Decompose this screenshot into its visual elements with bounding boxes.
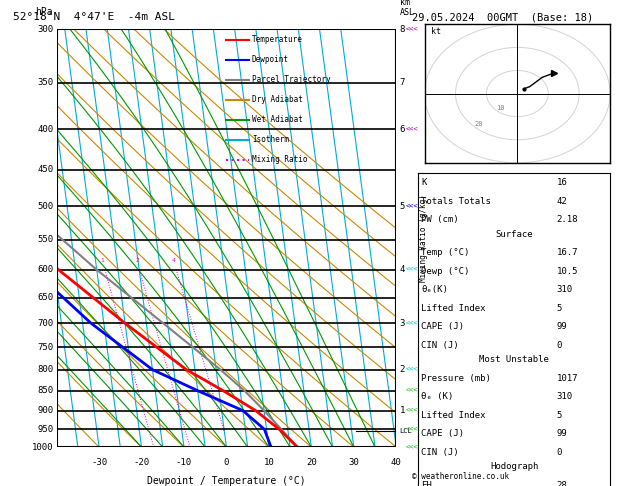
Text: 1017: 1017 bbox=[557, 374, 578, 383]
Text: Wet Adiabat: Wet Adiabat bbox=[252, 115, 303, 124]
Text: Totals Totals: Totals Totals bbox=[421, 196, 491, 206]
Text: <<<: <<< bbox=[406, 426, 418, 433]
Text: 450: 450 bbox=[37, 165, 53, 174]
Text: 850: 850 bbox=[37, 386, 53, 395]
Text: θₑ(K): θₑ(K) bbox=[421, 285, 448, 294]
Text: 2: 2 bbox=[135, 259, 139, 263]
Text: 350: 350 bbox=[37, 78, 53, 87]
Text: Isotherm: Isotherm bbox=[252, 136, 289, 144]
Text: 1: 1 bbox=[101, 259, 104, 263]
Text: 4: 4 bbox=[172, 259, 175, 263]
Text: Parcel Trajectory: Parcel Trajectory bbox=[252, 75, 331, 84]
Text: 99: 99 bbox=[557, 322, 567, 331]
Text: hPa: hPa bbox=[36, 7, 53, 17]
Text: 500: 500 bbox=[37, 202, 53, 211]
Text: 0: 0 bbox=[557, 448, 562, 457]
Text: CAPE (J): CAPE (J) bbox=[421, 429, 464, 438]
Text: <<<: <<< bbox=[406, 267, 418, 273]
Text: Mixing Ratio: Mixing Ratio bbox=[252, 156, 308, 164]
Text: 42: 42 bbox=[557, 196, 567, 206]
Text: 310: 310 bbox=[557, 285, 572, 294]
Text: <<<: <<< bbox=[406, 126, 418, 132]
Text: 800: 800 bbox=[37, 365, 53, 374]
Text: Surface: Surface bbox=[496, 230, 533, 239]
Text: 10: 10 bbox=[496, 104, 504, 111]
Text: CIN (J): CIN (J) bbox=[421, 448, 459, 457]
Text: Most Unstable: Most Unstable bbox=[479, 355, 549, 364]
Text: Lifted Index: Lifted Index bbox=[421, 304, 486, 312]
Text: kt: kt bbox=[431, 27, 441, 35]
Text: Dry Adiabat: Dry Adiabat bbox=[252, 95, 303, 104]
Text: <<<: <<< bbox=[406, 26, 418, 32]
Text: 29.05.2024  00GMT  (Base: 18): 29.05.2024 00GMT (Base: 18) bbox=[412, 12, 593, 22]
Text: 400: 400 bbox=[37, 124, 53, 134]
Text: 1000: 1000 bbox=[31, 443, 53, 451]
Text: CIN (J): CIN (J) bbox=[421, 341, 459, 349]
Text: 8: 8 bbox=[399, 25, 405, 34]
Text: 700: 700 bbox=[37, 319, 53, 328]
Text: 28: 28 bbox=[557, 481, 567, 486]
Text: -30: -30 bbox=[91, 458, 107, 467]
Text: 650: 650 bbox=[37, 293, 53, 302]
Text: K: K bbox=[421, 178, 427, 187]
Text: Dewpoint: Dewpoint bbox=[252, 55, 289, 64]
Text: <<<: <<< bbox=[406, 408, 418, 414]
Text: <<<: <<< bbox=[406, 388, 418, 394]
Text: <<<: <<< bbox=[406, 444, 418, 450]
Text: 16: 16 bbox=[557, 178, 567, 187]
Text: Lifted Index: Lifted Index bbox=[421, 411, 486, 420]
Text: 550: 550 bbox=[37, 235, 53, 244]
Text: 310: 310 bbox=[557, 392, 572, 401]
Text: 10: 10 bbox=[264, 458, 274, 467]
Text: <<<: <<< bbox=[406, 366, 418, 373]
Text: Hodograph: Hodograph bbox=[490, 463, 538, 471]
Text: 7: 7 bbox=[399, 78, 405, 87]
Text: 5: 5 bbox=[399, 202, 405, 211]
Text: 5: 5 bbox=[557, 304, 562, 312]
Text: 1: 1 bbox=[399, 406, 405, 415]
Text: Pressure (mb): Pressure (mb) bbox=[421, 374, 491, 383]
Text: 750: 750 bbox=[37, 343, 53, 352]
Text: 10.5: 10.5 bbox=[557, 267, 578, 276]
Text: EH: EH bbox=[421, 481, 432, 486]
Text: 900: 900 bbox=[37, 406, 53, 415]
Text: θₑ (K): θₑ (K) bbox=[421, 392, 454, 401]
Text: CAPE (J): CAPE (J) bbox=[421, 322, 464, 331]
Text: 20: 20 bbox=[474, 121, 482, 127]
Text: 300: 300 bbox=[37, 25, 53, 34]
Text: 40: 40 bbox=[391, 458, 402, 467]
Text: 2: 2 bbox=[399, 365, 405, 374]
Text: PW (cm): PW (cm) bbox=[421, 215, 459, 224]
Text: 16.7: 16.7 bbox=[557, 248, 578, 257]
Text: © weatheronline.co.uk: © weatheronline.co.uk bbox=[412, 472, 509, 481]
Text: km
ASL: km ASL bbox=[399, 0, 415, 17]
Text: Temperature: Temperature bbox=[252, 35, 303, 44]
Text: Dewpoint / Temperature (°C): Dewpoint / Temperature (°C) bbox=[147, 476, 306, 486]
Text: 20: 20 bbox=[306, 458, 317, 467]
Text: <<<: <<< bbox=[406, 204, 418, 209]
Text: 0: 0 bbox=[224, 458, 229, 467]
Text: 4: 4 bbox=[399, 265, 405, 274]
Text: -20: -20 bbox=[133, 458, 150, 467]
Text: 30: 30 bbox=[348, 458, 359, 467]
Text: 600: 600 bbox=[37, 265, 53, 274]
Text: 5: 5 bbox=[557, 411, 562, 420]
Text: 0: 0 bbox=[557, 341, 562, 349]
Text: 52°18'N  4°47'E  -4m ASL: 52°18'N 4°47'E -4m ASL bbox=[13, 12, 175, 22]
Text: 6: 6 bbox=[399, 124, 405, 134]
Text: 3: 3 bbox=[399, 319, 405, 328]
Text: Mixing Ratio (g/kg): Mixing Ratio (g/kg) bbox=[419, 194, 428, 282]
Text: Temp (°C): Temp (°C) bbox=[421, 248, 470, 257]
Text: -10: -10 bbox=[176, 458, 192, 467]
Text: <<<: <<< bbox=[406, 320, 418, 326]
Text: 950: 950 bbox=[37, 425, 53, 434]
Text: LCL: LCL bbox=[399, 428, 413, 434]
Text: Dewp (°C): Dewp (°C) bbox=[421, 267, 470, 276]
Text: 99: 99 bbox=[557, 429, 567, 438]
Text: 2.18: 2.18 bbox=[557, 215, 578, 224]
